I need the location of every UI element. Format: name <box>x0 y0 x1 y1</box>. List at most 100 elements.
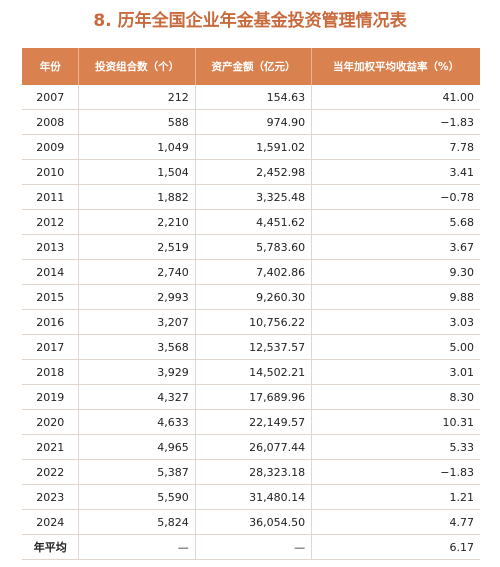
table-row: 2015 2,993 9,260.30 9.88 <box>22 284 480 310</box>
table-cell: 2015 <box>22 284 80 310</box>
table-cell: 3.41 <box>311 159 480 185</box>
table-cell: 5.33 <box>311 434 480 460</box>
table-cell: 9.88 <box>311 284 480 310</box>
table-row: 2010 1,504 2,452.98 3.41 <box>22 159 480 185</box>
table: 年份 投资组合数（个） 资产金额（亿元） 当年加权平均收益率（%） 2007 212 15… <box>22 48 480 560</box>
table-cell: 2016 <box>22 309 80 335</box>
table-row: 2007 212 154.63 41.00 <box>22 85 480 110</box>
table-cell: 8.30 <box>311 384 480 410</box>
table-row: 2021 4,965 26,077.44 5.33 <box>22 434 480 460</box>
table-cell: 6.17 <box>311 534 480 560</box>
table-cell: 12,537.57 <box>195 334 313 360</box>
table-cell: 4.77 <box>311 509 480 535</box>
table-cell: 41.00 <box>311 85 480 110</box>
table-cell: 2012 <box>22 209 80 235</box>
table-cell: 3,325.48 <box>195 184 313 210</box>
table-cell: 36,054.50 <box>195 509 313 535</box>
table-cell: 2,452.98 <box>195 159 313 185</box>
table-cell: 4,633 <box>78 409 196 435</box>
table-cell: 7,402.86 <box>195 259 313 285</box>
table-cell: 2,740 <box>78 259 196 285</box>
table-cell: 4,965 <box>78 434 196 460</box>
table-cell: 3.03 <box>311 309 480 335</box>
table-cell: 2011 <box>22 184 80 210</box>
table-cell: 2024 <box>22 509 80 535</box>
table-cell: 2,519 <box>78 234 196 260</box>
table-row: 年平均 — —6.17 <box>22 534 480 560</box>
column-header: 年份 <box>22 48 80 85</box>
table-cell: 3,207 <box>78 309 196 335</box>
table-row: 2016 3,207 10,756.22 3.03 <box>22 309 480 335</box>
table-cell: 10,756.22 <box>195 309 313 335</box>
table-cell: 2020 <box>22 409 80 435</box>
table-cell: 5,824 <box>78 509 196 535</box>
table-body: 2007 212 154.63 41.00 2008 588 974.90 −1.83 2009… <box>22 85 480 560</box>
table-cell: 17,689.96 <box>195 384 313 410</box>
table-cell: 2023 <box>22 484 80 510</box>
column-header: 当年加权平均收益率（%） <box>311 48 480 85</box>
table-row: 2011 1,882 3,325.48 −0.78 <box>22 184 480 210</box>
table-cell: 1,591.02 <box>195 134 313 160</box>
table-row: 2012 2,210 4,451.62 5.68 <box>22 209 480 235</box>
table-cell: 14,502.21 <box>195 359 313 385</box>
table-cell: 22,149.57 <box>195 409 313 435</box>
table-cell: 212 <box>78 85 196 110</box>
table-cell: 31,480.14 <box>195 484 313 510</box>
table-cell: 1.21 <box>311 484 480 510</box>
table-cell: 26,077.44 <box>195 434 313 460</box>
table-cell: 2,993 <box>78 284 196 310</box>
header-row: 年份 投资组合数（个） 资产金额（亿元） 当年加权平均收益率（%） <box>22 48 480 85</box>
table-row: 2008 588 974.90 −1.83 <box>22 109 480 135</box>
table-cell: 5,590 <box>78 484 196 510</box>
table-cell: 4,327 <box>78 384 196 410</box>
table-cell: — <box>195 534 313 560</box>
table-cell: 2010 <box>22 159 80 185</box>
table-cell: 4,451.62 <box>195 209 313 235</box>
table-cell: 5.00 <box>311 334 480 360</box>
table-cell: — <box>78 534 196 560</box>
table-row: 2009 1,049 1,591.02 7.78 <box>22 134 480 160</box>
table-cell: 9,260.30 <box>195 284 313 310</box>
table-cell: 2009 <box>22 134 80 160</box>
table-cell: 588 <box>78 109 196 135</box>
table-row: 2017 3,568 12,537.57 5.00 <box>22 334 480 360</box>
table-cell: 28,323.18 <box>195 459 313 485</box>
table-cell: 5,387 <box>78 459 196 485</box>
table-row: 2018 3,929 14,502.21 3.01 <box>22 359 480 385</box>
table-cell: 2019 <box>22 384 80 410</box>
table-row: 2013 2,519 5,783.60 3.67 <box>22 234 480 260</box>
table-header: 年份 投资组合数（个） 资产金额（亿元） 当年加权平均收益率（%） <box>22 48 480 85</box>
table-cell: 1,049 <box>78 134 196 160</box>
table-cell: −1.83 <box>311 459 480 485</box>
table-cell: 154.63 <box>195 85 313 110</box>
table-cell: 2014 <box>22 259 80 285</box>
table-cell: 2021 <box>22 434 80 460</box>
table-row: 2023 5,590 31,480.14 1.21 <box>22 484 480 510</box>
table-cell: 3.01 <box>311 359 480 385</box>
table-row: 2014 2,740 7,402.86 9.30 <box>22 259 480 285</box>
table-cell: 3,929 <box>78 359 196 385</box>
table-cell: 9.30 <box>311 259 480 285</box>
table-row: 2020 4,633 22,149.57 10.31 <box>22 409 480 435</box>
table-row: 2019 4,327 17,689.96 8.30 <box>22 384 480 410</box>
table-cell: 1,504 <box>78 159 196 185</box>
table-cell: 974.90 <box>195 109 313 135</box>
table-cell: 2008 <box>22 109 80 135</box>
table-cell: 2022 <box>22 459 80 485</box>
table-cell: 2,210 <box>78 209 196 235</box>
table-cell: 7.78 <box>311 134 480 160</box>
table-cell: 3.67 <box>311 234 480 260</box>
title: 8. 历年全国企业年金基金投资管理情况表 <box>93 11 407 31</box>
table-cell: 5,783.60 <box>195 234 313 260</box>
table-row: 2022 5,387 28,323.18 −1.83 <box>22 459 480 485</box>
table-cell: 年平均 <box>22 534 80 560</box>
table-row: 2024 5,824 36,054.50 4.77 <box>22 509 480 535</box>
table-cell: 10.31 <box>311 409 480 435</box>
table-cell: 2013 <box>22 234 80 260</box>
table-cell: −1.83 <box>311 109 480 135</box>
table-cell: 1,882 <box>78 184 196 210</box>
table-cell: 2018 <box>22 359 80 385</box>
table-cell: 2007 <box>22 85 80 110</box>
table-cell: −0.78 <box>311 184 480 210</box>
